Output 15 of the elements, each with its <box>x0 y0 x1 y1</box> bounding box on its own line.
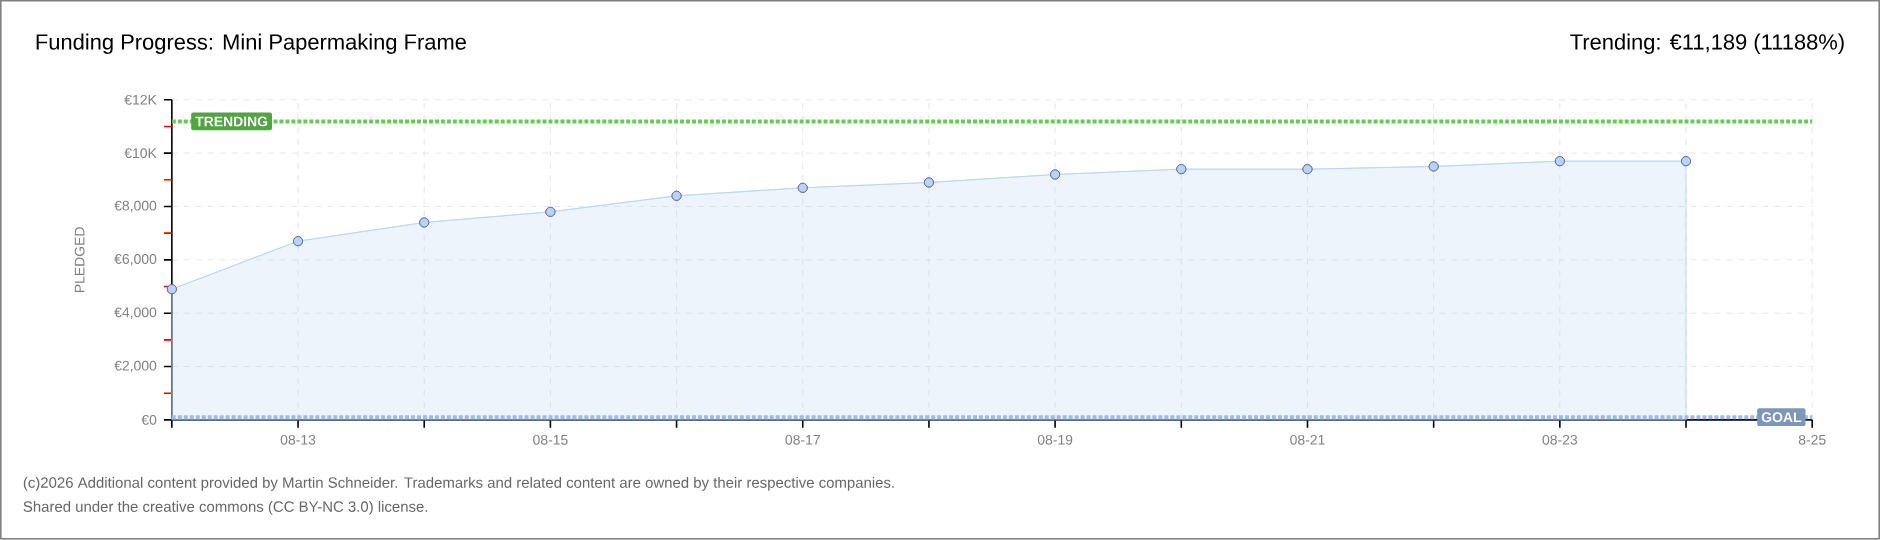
point <box>1050 169 1061 180</box>
chart-subtitle: Trending: €11,189 (11188%) <box>1570 33 1844 55</box>
point <box>1681 156 1692 167</box>
point <box>797 182 808 193</box>
point <box>166 284 177 295</box>
point <box>1554 156 1565 167</box>
point <box>419 217 430 228</box>
point <box>1428 161 1439 172</box>
point <box>671 190 682 201</box>
point <box>923 177 934 188</box>
point <box>293 236 304 247</box>
point <box>545 206 556 217</box>
point <box>1176 164 1187 175</box>
chart-title: Funding Progress: Mini Papermaking Frame <box>36 33 466 55</box>
point <box>1302 164 1313 175</box>
